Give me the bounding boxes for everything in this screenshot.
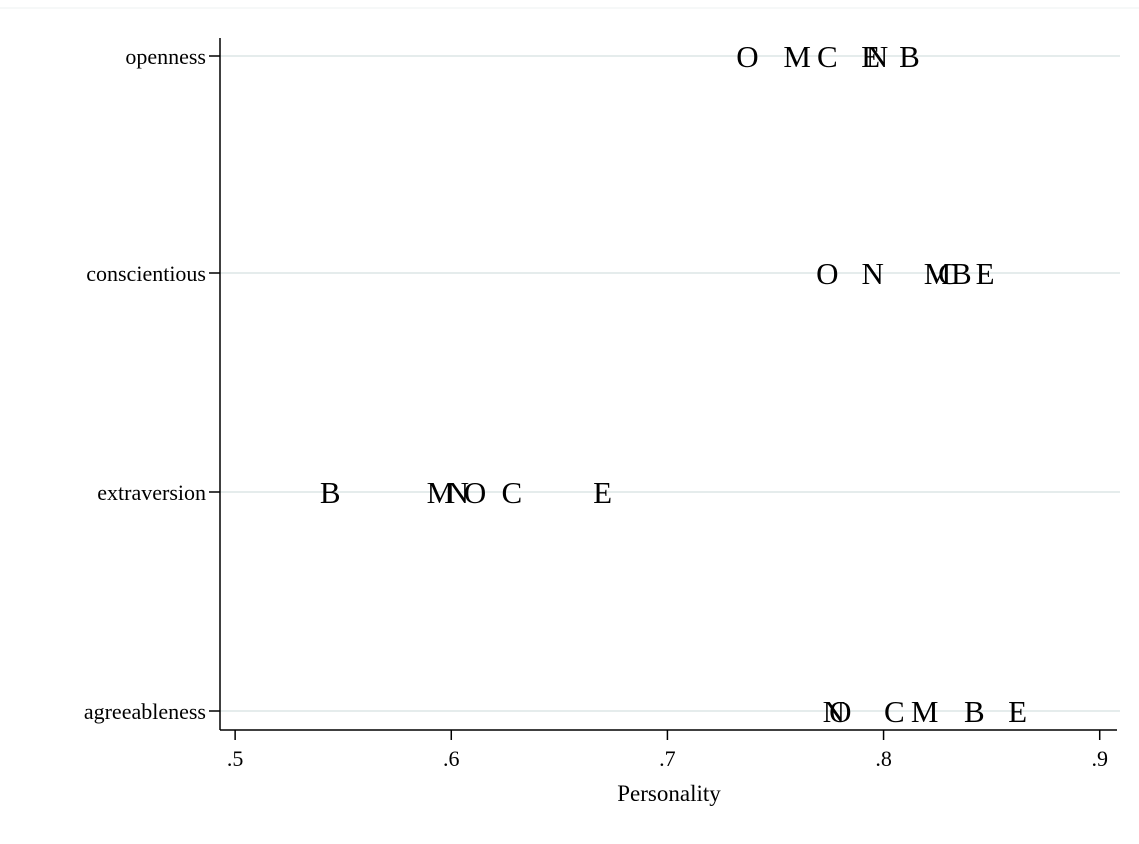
marker-extraversion-N: N bbox=[447, 475, 469, 510]
x-tick-label: .6 bbox=[443, 746, 460, 771]
x-tick-label: .8 bbox=[875, 746, 892, 771]
data-markers: O M C EN BO N MCB EB MNO C ENO C M B E bbox=[320, 39, 1027, 729]
x-axis-title: Personality bbox=[617, 781, 721, 806]
marker-extraversion-C: C bbox=[501, 475, 522, 510]
y-tick-label: agreeableness bbox=[84, 699, 206, 724]
x-tick-label: .5 bbox=[227, 746, 244, 771]
marker-conscientious-N: N bbox=[862, 256, 884, 291]
marker-agreeableness-B: B bbox=[964, 694, 985, 729]
marker-conscientious-M: M bbox=[924, 256, 952, 291]
marker-extraversion-B: B bbox=[320, 475, 341, 510]
axes: openness conscientious extraversion agreeab… bbox=[84, 38, 1117, 771]
marker-agreeableness-C: C bbox=[884, 694, 905, 729]
y-tick-label: conscientious bbox=[86, 261, 206, 286]
marker-conscientious-B: B bbox=[951, 256, 972, 291]
y-tick-label: openness bbox=[125, 44, 206, 69]
marker-conscientious-C: C bbox=[938, 256, 959, 291]
marker-openness-E: E bbox=[861, 39, 880, 74]
marker-extraversion-E: E bbox=[593, 475, 612, 510]
y-tick-label: extraversion bbox=[97, 480, 206, 505]
marker-openness-B: B bbox=[899, 39, 920, 74]
marker-agreeableness-N: N bbox=[823, 694, 845, 729]
x-tick-label: .9 bbox=[1091, 746, 1108, 771]
marker-agreeableness-O: O bbox=[829, 694, 851, 729]
marker-openness-N: N bbox=[866, 39, 888, 74]
marker-extraversion-M: M bbox=[427, 475, 455, 510]
gridlines bbox=[0, 7, 1139, 712]
marker-conscientious-O: O bbox=[816, 256, 838, 291]
marker-extraversion-O: O bbox=[464, 475, 486, 510]
marker-conscientious-E: E bbox=[976, 256, 995, 291]
marker-openness-O: O bbox=[736, 39, 758, 74]
x-tick-label: .7 bbox=[659, 746, 676, 771]
marker-agreeableness-E: E bbox=[1008, 694, 1027, 729]
marker-openness-M: M bbox=[783, 39, 811, 74]
marker-openness-C: C bbox=[817, 39, 838, 74]
marker-agreeableness-M: M bbox=[911, 694, 939, 729]
